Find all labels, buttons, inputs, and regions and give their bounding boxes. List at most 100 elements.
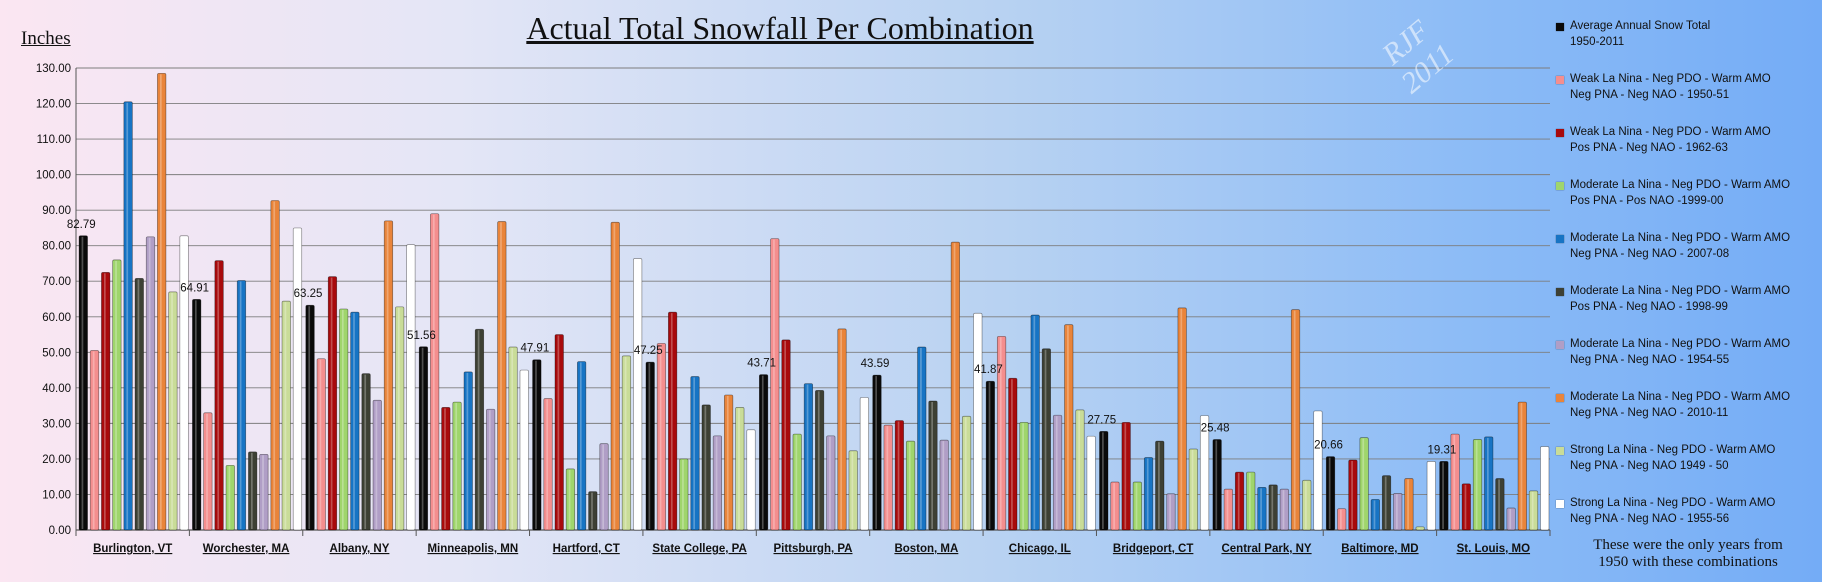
bar <box>1052 414 1063 531</box>
bar <box>1166 493 1176 531</box>
bar-highlight <box>1044 349 1047 529</box>
data-label: 41.87 <box>974 364 1003 376</box>
bar <box>712 435 723 531</box>
bar <box>1461 483 1471 531</box>
legend-label: Strong La Nina - Neg PDO - Warm AMO Neg … <box>1570 497 1776 525</box>
legend-item: Moderate La Nina - Neg PDO - Warm AMO Ne… <box>1556 230 1820 262</box>
x-tick-label: Boston, MA <box>894 543 958 555</box>
bar-highlight <box>1328 457 1331 529</box>
bar <box>1279 488 1289 531</box>
bar <box>1257 487 1267 531</box>
bar-highlight <box>511 347 514 529</box>
bar <box>758 374 769 531</box>
bar <box>1540 446 1550 531</box>
bar-highlight <box>364 374 367 529</box>
bar <box>1393 493 1403 531</box>
bar-highlight <box>908 442 911 529</box>
bar <box>441 407 451 531</box>
bar <box>645 361 655 531</box>
legend-label: Moderate La Nina - Neg PDO - Warm AMO Ne… <box>1570 391 1791 419</box>
bar-highlight <box>704 405 707 529</box>
bar-highlight <box>602 444 605 529</box>
bar <box>1472 439 1483 531</box>
bar-highlight <box>535 360 537 529</box>
bar <box>89 350 100 531</box>
bar <box>814 389 825 531</box>
bar-highlight <box>1418 527 1421 529</box>
bar-highlight <box>455 403 458 529</box>
bar <box>157 72 167 531</box>
bar-highlight <box>942 441 945 529</box>
bar-highlight <box>1158 442 1160 529</box>
bar <box>395 306 405 531</box>
bar <box>905 440 916 531</box>
legend-swatch <box>1556 447 1564 455</box>
bar-highlight <box>330 277 333 529</box>
bar-highlight <box>840 329 842 529</box>
bar-highlight <box>1135 483 1138 529</box>
bar-highlight <box>228 466 231 529</box>
bar-highlight <box>159 74 162 529</box>
bar-highlight <box>262 455 264 529</box>
legend-label: Average Annual Snow Total 1950-2011 <box>1570 20 1711 48</box>
bar <box>577 361 587 531</box>
data-label: 47.91 <box>520 343 549 355</box>
bar-highlight <box>557 335 560 529</box>
bar-highlight <box>693 377 696 529</box>
bar-highlight <box>579 362 582 529</box>
bar-highlight <box>1464 484 1467 529</box>
bar-highlight <box>1102 432 1104 529</box>
x-tick-label: Minneapolis, MN <box>427 543 518 555</box>
bar <box>848 450 858 531</box>
x-tick-label: State College, PA <box>652 543 746 555</box>
bar-highlight <box>1237 473 1240 529</box>
bar-highlight <box>386 221 389 530</box>
bar <box>950 241 960 531</box>
legend-item: Moderate La Nina - Neg PDO - Warm AMO Ne… <box>1556 389 1820 421</box>
bar <box>1234 471 1245 531</box>
bar <box>1041 348 1051 531</box>
y-tick-label: 50.00 <box>42 347 71 359</box>
bar-highlight <box>1282 490 1285 529</box>
bar-highlight <box>648 363 651 529</box>
y-tick-label: 130.00 <box>36 63 71 75</box>
bar <box>418 346 429 531</box>
bar <box>837 328 847 531</box>
bar-highlight <box>1226 490 1229 529</box>
bar <box>554 334 564 531</box>
y-tick-label: 60.00 <box>42 312 71 324</box>
bar-highlight <box>851 451 854 529</box>
legend-item: Strong La Nina - Neg PDO - Warm AMO Neg … <box>1556 495 1820 527</box>
bar-highlight <box>1442 462 1444 529</box>
bar-highlight <box>761 375 764 529</box>
bar-highlight <box>862 398 865 529</box>
bar-highlight <box>1089 437 1092 529</box>
bar-highlight <box>999 337 1002 529</box>
legend-swatch <box>1556 182 1564 190</box>
bar-highlight <box>613 223 616 529</box>
bar <box>112 259 122 531</box>
bar <box>225 464 235 531</box>
bar-highlight <box>1011 379 1013 529</box>
bar-highlight <box>897 421 900 529</box>
bar-highlight <box>397 307 400 529</box>
bar-highlight <box>477 330 480 529</box>
bar <box>452 401 462 531</box>
bar-highlight <box>81 236 84 529</box>
legend-item: Average Annual Snow Total 1950-2011 <box>1556 18 1820 50</box>
bar <box>633 258 643 531</box>
bar <box>1199 415 1210 531</box>
bar <box>1121 421 1131 531</box>
footnote: These were the only years from 1950 with… <box>1593 537 1783 570</box>
y-tick-label: 30.00 <box>42 418 71 430</box>
bar-highlight <box>1191 449 1194 529</box>
bar <box>1325 456 1336 531</box>
bar-highlight <box>1543 447 1545 529</box>
bar <box>101 271 111 531</box>
bar-highlight <box>976 314 978 529</box>
legend-swatch <box>1556 341 1564 349</box>
bar-highlight <box>1055 416 1058 529</box>
bar-highlight <box>409 245 411 529</box>
bar-highlight <box>444 408 446 529</box>
bar <box>486 408 496 531</box>
